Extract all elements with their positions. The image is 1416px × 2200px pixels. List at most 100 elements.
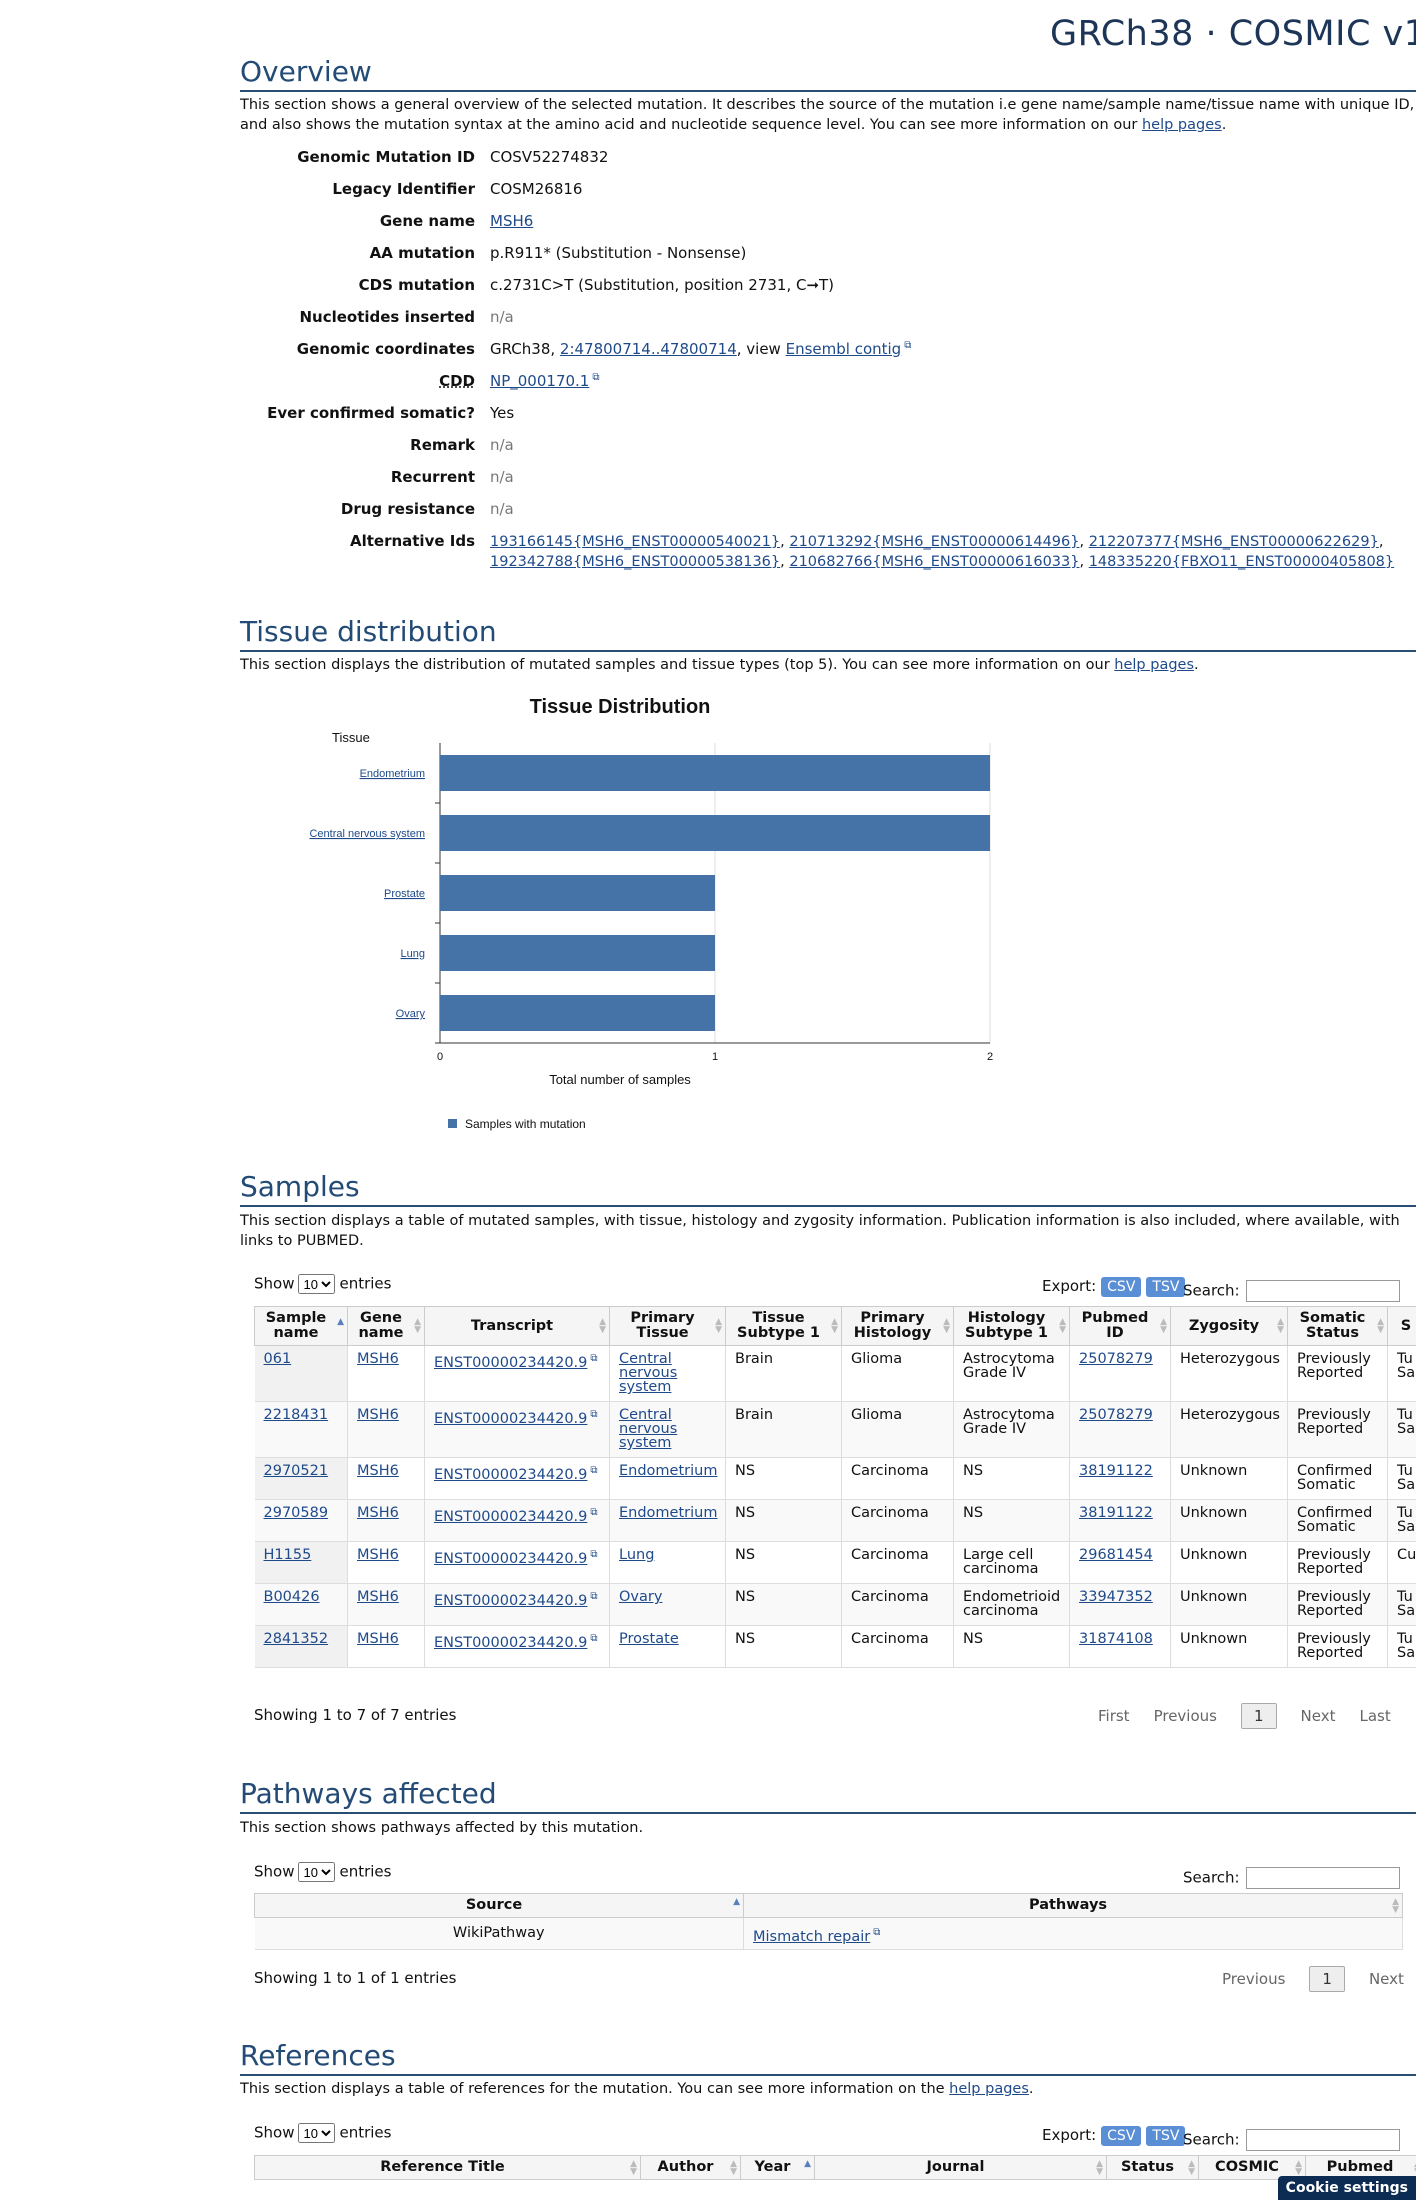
gene-link[interactable]: MSH6: [357, 1351, 399, 1367]
alt-id-link[interactable]: 193166145{MSH6_ENST00000540021}: [490, 534, 781, 550]
sample-link[interactable]: H1155: [263, 1547, 312, 1563]
category-label[interactable]: Endometrium: [360, 768, 425, 780]
gene-link[interactable]: MSH6: [357, 1547, 399, 1563]
ensembl-contig-link[interactable]: Ensembl contig: [786, 340, 912, 358]
category-label[interactable]: Lung: [401, 948, 425, 960]
tissue-help-link[interactable]: help pages: [1114, 657, 1195, 673]
gene-link[interactable]: MSH6: [357, 1463, 399, 1479]
samples-search-input[interactable]: [1245, 1280, 1400, 1302]
samples-length-select[interactable]: 10: [298, 1274, 336, 1294]
pubmed-link[interactable]: 25078279: [1079, 1351, 1153, 1367]
csv-button[interactable]: CSV: [1101, 1277, 1142, 1297]
tissue-link[interactable]: Central nervous system: [619, 1351, 678, 1395]
previous-page-button[interactable]: Previous: [1153, 1707, 1217, 1725]
next-page-button[interactable]: Next: [1368, 1970, 1404, 1988]
column-header[interactable]: Year ▲: [740, 2155, 815, 2180]
column-header[interactable]: Tissue Subtype 1 ▲ ▼: [725, 1306, 842, 1346]
column-header[interactable]: Primary Histology ▲ ▼: [841, 1306, 954, 1346]
previous-page-button[interactable]: Previous: [1222, 1970, 1286, 1988]
column-header[interactable]: S▲▼: [1387, 1306, 1416, 1346]
sample-link[interactable]: 061: [263, 1351, 292, 1367]
category-label[interactable]: Ovary: [396, 1008, 426, 1020]
tissue-link[interactable]: Ovary: [619, 1589, 663, 1605]
pubmed-link[interactable]: 25078279: [1079, 1407, 1153, 1423]
sample-link[interactable]: 2970589: [263, 1505, 329, 1521]
sample-link[interactable]: 2841352: [263, 1631, 329, 1647]
transcript-link[interactable]: ENST00000234420.9: [434, 1411, 598, 1427]
column-header[interactable]: Pubmed▲▼: [1305, 2155, 1416, 2180]
transcript-link[interactable]: ENST00000234420.9: [434, 1509, 598, 1525]
overview-header: Overview: [240, 50, 1416, 92]
transcript-link[interactable]: ENST00000234420.9: [434, 1467, 598, 1483]
tissue-link[interactable]: Endometrium: [619, 1463, 718, 1479]
column-header-pathways[interactable]: Pathways ▲ ▼: [743, 1893, 1403, 1918]
transcript-link[interactable]: ENST00000234420.9: [434, 1551, 598, 1567]
tsv-button[interactable]: TSV: [1146, 2126, 1186, 2146]
column-header[interactable]: Gene name ▲ ▼: [347, 1306, 425, 1346]
column-header[interactable]: Pubmed ID ▲ ▼: [1069, 1306, 1171, 1346]
tissue-link[interactable]: Lung: [619, 1547, 655, 1563]
column-header[interactable]: Sample name ▲: [254, 1306, 348, 1346]
tissue-desc-end: .: [1194, 657, 1199, 673]
category-label[interactable]: Prostate: [384, 888, 425, 900]
pubmed-link[interactable]: 38191122: [1079, 1463, 1153, 1479]
search-label: Search:: [1183, 2130, 1240, 2149]
gene-link[interactable]: MSH6: [357, 1505, 399, 1521]
column-header[interactable]: Histology Subtype 1 ▲ ▼: [953, 1306, 1070, 1346]
gene-link[interactable]: MSH6: [490, 212, 534, 230]
gene-link[interactable]: MSH6: [357, 1589, 399, 1605]
column-label: Pubmed ID: [1081, 1310, 1149, 1341]
pathway-link[interactable]: Mismatch repair: [753, 1929, 880, 1945]
column-header-source[interactable]: Source ▲: [254, 1893, 744, 1918]
overview-help-link[interactable]: help pages: [1141, 117, 1222, 133]
transcript-link[interactable]: ENST00000234420.9: [434, 1593, 598, 1609]
sample-link[interactable]: 2970521: [263, 1463, 329, 1479]
cell-text: Heterozygous: [1180, 1351, 1280, 1367]
column-header[interactable]: Author ▲ ▼: [640, 2155, 741, 2180]
pubmed-link[interactable]: 33947352: [1079, 1589, 1153, 1605]
alt-id-link[interactable]: 212207377{MSH6_ENST00000622629}: [1088, 534, 1379, 550]
tsv-button[interactable]: TSV: [1146, 1277, 1186, 1297]
pathways-length-select[interactable]: 10: [298, 1862, 336, 1882]
references-length-select[interactable]: 10: [298, 2123, 336, 2143]
column-header[interactable]: Status ▲ ▼: [1106, 2155, 1199, 2180]
cell-text: Tu Sa: [1397, 1351, 1416, 1381]
gene-link[interactable]: MSH6: [357, 1407, 399, 1423]
references-help-link[interactable]: help pages: [949, 2081, 1029, 2097]
transcript-link[interactable]: ENST00000234420.9: [434, 1355, 598, 1371]
coordinates-link[interactable]: 2:47800714..47800714: [559, 340, 737, 358]
tissue-link[interactable]: Prostate: [619, 1631, 679, 1647]
current-page-button[interactable]: 1: [1240, 1703, 1277, 1729]
first-page-button[interactable]: First: [1098, 1707, 1130, 1725]
last-page-button[interactable]: Last: [1359, 1707, 1391, 1725]
column-header[interactable]: Transcript ▲ ▼: [424, 1306, 610, 1346]
sample-link[interactable]: B00426: [263, 1589, 320, 1605]
column-header[interactable]: Zygosity ▲ ▼: [1170, 1306, 1288, 1346]
cookie-settings-button[interactable]: Cookie settings: [1277, 2176, 1416, 2200]
cdd-link[interactable]: NP_000170.1: [490, 372, 599, 390]
tissue-link[interactable]: Endometrium: [619, 1505, 718, 1521]
column-header[interactable]: Somatic Status ▲ ▼: [1287, 1306, 1388, 1346]
transcript-link[interactable]: ENST00000234420.9: [434, 1635, 598, 1651]
pubmed-link[interactable]: 38191122: [1079, 1505, 1153, 1521]
category-label[interactable]: Central nervous system: [309, 828, 425, 840]
alt-id-link[interactable]: 210682766{MSH6_ENST00000616033}: [789, 554, 1080, 570]
current-page-button[interactable]: 1: [1309, 1966, 1345, 1992]
column-header[interactable]: Primary Tissue ▲ ▼: [609, 1306, 726, 1346]
alt-id-link[interactable]: 210713292{MSH6_ENST00000614496}: [789, 534, 1080, 550]
column-label: COSMIC: [1215, 2159, 1279, 2175]
gene-link[interactable]: MSH6: [357, 1631, 399, 1647]
column-header[interactable]: Journal ▲ ▼: [814, 2155, 1107, 2180]
references-search-input[interactable]: [1245, 2129, 1400, 2151]
next-page-button[interactable]: Next: [1300, 1707, 1336, 1725]
alt-id-link[interactable]: 192342788{MSH6_ENST00000538136}: [490, 554, 781, 570]
pubmed-link[interactable]: 31874108: [1079, 1631, 1153, 1647]
pathways-search-input[interactable]: [1245, 1867, 1400, 1889]
sample-link[interactable]: 2218431: [263, 1407, 329, 1423]
alt-id-link[interactable]: 148335220{FBXO11_ENST00000405808}: [1088, 554, 1395, 570]
column-header[interactable]: Reference Title ▲ ▼: [254, 2155, 641, 2180]
tissue-link[interactable]: Central nervous system: [619, 1407, 678, 1451]
pubmed-link[interactable]: 29681454: [1079, 1547, 1153, 1563]
csv-button[interactable]: CSV: [1101, 2126, 1142, 2146]
field-value: Yes: [490, 404, 515, 422]
